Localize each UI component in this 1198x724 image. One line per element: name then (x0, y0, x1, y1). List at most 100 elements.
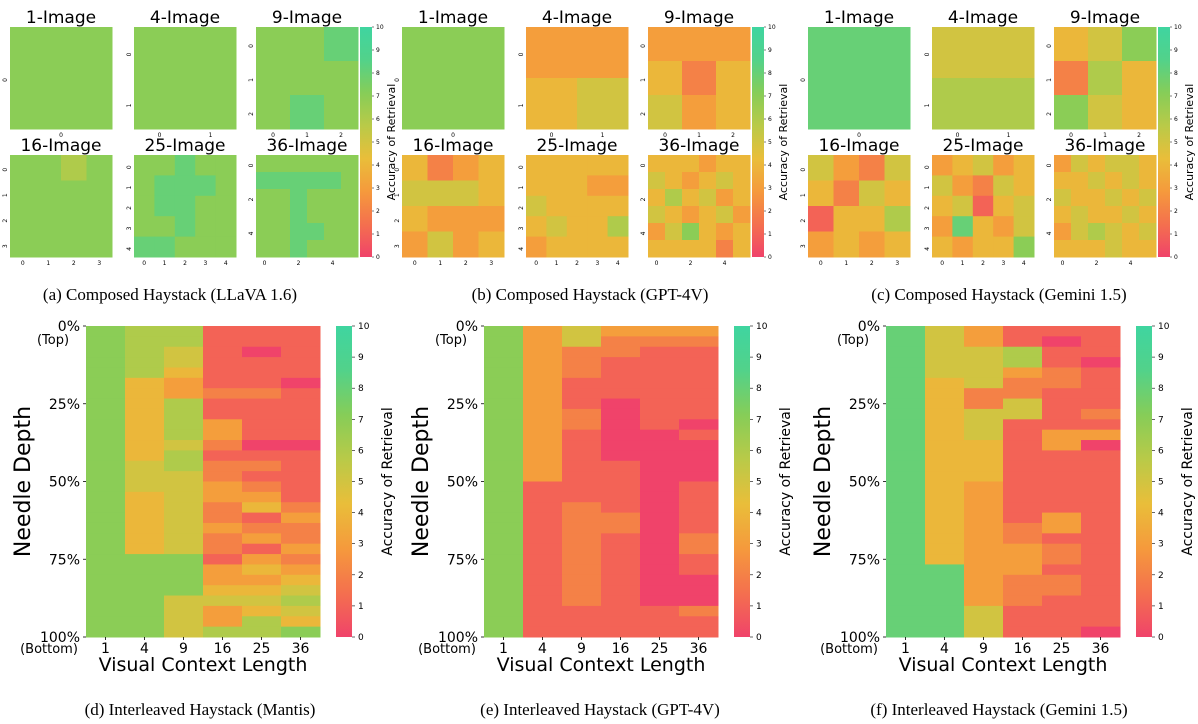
heatmap-cell (925, 408, 965, 420)
y-tick-label: 3 (2, 244, 9, 248)
y-axis-label: Needle Depth (11, 406, 36, 557)
heatmap-cell (1042, 512, 1082, 524)
x-tick-label: 0 (158, 132, 162, 139)
heatmap-cell (699, 155, 717, 173)
heatmap-cell (964, 471, 1004, 482)
heatmap-cell (562, 357, 602, 368)
heatmap-cell (86, 155, 113, 181)
heatmap-cell (256, 27, 291, 62)
heatmap-cell (1081, 419, 1121, 431)
heatmap-cell (1003, 491, 1043, 503)
heatmap-cell (134, 236, 155, 258)
heatmap-cell (174, 195, 196, 217)
x-tick-label: 0 (956, 132, 960, 139)
heatmap-cell (679, 481, 719, 493)
colorbar-tick-label: 2 (756, 571, 762, 581)
x-tick-label: 0 (940, 260, 944, 267)
heatmap-cell (562, 564, 602, 576)
heatmap-cell (679, 533, 719, 545)
x-tick-label: 2 (575, 260, 579, 267)
heatmap-cell (281, 346, 321, 358)
heatmap-cell (242, 595, 282, 607)
heatmap-cell (679, 564, 719, 576)
heatmap-cell (716, 27, 751, 62)
heatmap-cell (86, 471, 126, 482)
heatmap-cell (972, 155, 994, 176)
heatmap-cell (1105, 155, 1123, 173)
heatmap-cell (886, 564, 926, 576)
heatmap-cell (716, 223, 734, 241)
heatmap-cell (964, 377, 1004, 389)
heatmap-cell (607, 175, 629, 197)
x-tick-label: 1 (844, 260, 848, 267)
grid-title-1-image: 1-Image (824, 8, 894, 28)
heatmap-cell (932, 27, 984, 79)
heatmap-cell (35, 155, 62, 181)
heatmap-cell (886, 502, 926, 514)
heatmap-cell (1003, 357, 1043, 368)
heatmap-cell (601, 460, 641, 472)
x-axis-label: Visual Context Length (899, 654, 1108, 676)
y-tick-label: 2 (248, 197, 255, 201)
x-tick-label: 0 (451, 132, 455, 139)
heatmap-cell (61, 206, 87, 232)
heatmap-cell (164, 377, 204, 389)
heatmap-cell (972, 236, 994, 258)
heatmap-cell (1003, 616, 1043, 628)
heatmap-cell (1054, 223, 1072, 241)
heatmap-cell (577, 78, 629, 130)
heatmap-cell (134, 27, 186, 79)
heatmap-cell (484, 585, 524, 597)
x-tick-label: 2 (981, 260, 985, 267)
heatmap-cell (256, 172, 274, 190)
heatmap-cell (665, 155, 683, 173)
y-tick-label: 0 (394, 78, 401, 82)
heatmap-cell (125, 626, 165, 638)
heatmap-cell (523, 595, 563, 607)
heatmap-cell (1071, 240, 1089, 258)
heatmap-cell (648, 223, 666, 241)
heatmap-cell (484, 367, 524, 379)
heatmap-cell (86, 440, 126, 451)
colorbar-tick-label: 0 (358, 633, 364, 643)
heatmap-cell (993, 236, 1015, 258)
heatmap-cell (281, 450, 321, 462)
heatmap-cell (1081, 595, 1121, 607)
heatmap-cell (281, 543, 321, 555)
heatmap-cell (484, 326, 524, 337)
heatmap-cell (925, 574, 965, 586)
heatmap-cell (587, 216, 609, 238)
heatmap-cell (125, 543, 165, 555)
heatmap-cell (1042, 533, 1082, 545)
heatmap-cell (679, 450, 719, 462)
heatmap-cell (281, 605, 321, 617)
heatmap-cell (242, 336, 282, 348)
caption-b: (b) Composed Haystack (GPT-4V) (471, 285, 709, 304)
heatmap-cell (679, 626, 719, 638)
heatmap-cell (1081, 574, 1121, 586)
grid-title-25-image: 25-Image (536, 136, 617, 156)
heatmap-cell (86, 502, 126, 514)
colorbar-tick-label: 5 (768, 139, 772, 146)
heatmap-cell (1054, 189, 1072, 207)
heatmap-cell (125, 326, 165, 337)
heatmap-cell (484, 574, 524, 586)
heatmap-cell (164, 543, 204, 555)
heatmap-cell (1042, 605, 1082, 617)
colorbar-tick-label: 10 (1174, 24, 1182, 31)
heatmap-cell (1003, 543, 1043, 555)
heatmap-cell (886, 481, 926, 493)
heatmap-cell (281, 585, 321, 597)
heatmap-cell (523, 388, 563, 400)
x-tick-label: 2 (339, 132, 343, 139)
x-tick-label: 2 (870, 260, 874, 267)
heatmap-cell (1122, 61, 1157, 96)
heatmap-cell (523, 367, 563, 379)
heatmap-cell (125, 533, 165, 545)
heatmap-cell (1081, 512, 1121, 524)
heatmap-cell (964, 616, 1004, 628)
heatmap-cell (640, 543, 680, 555)
heatmap-cell (640, 554, 680, 565)
heatmap-cell (925, 616, 965, 628)
heatmap-cell (640, 346, 680, 358)
